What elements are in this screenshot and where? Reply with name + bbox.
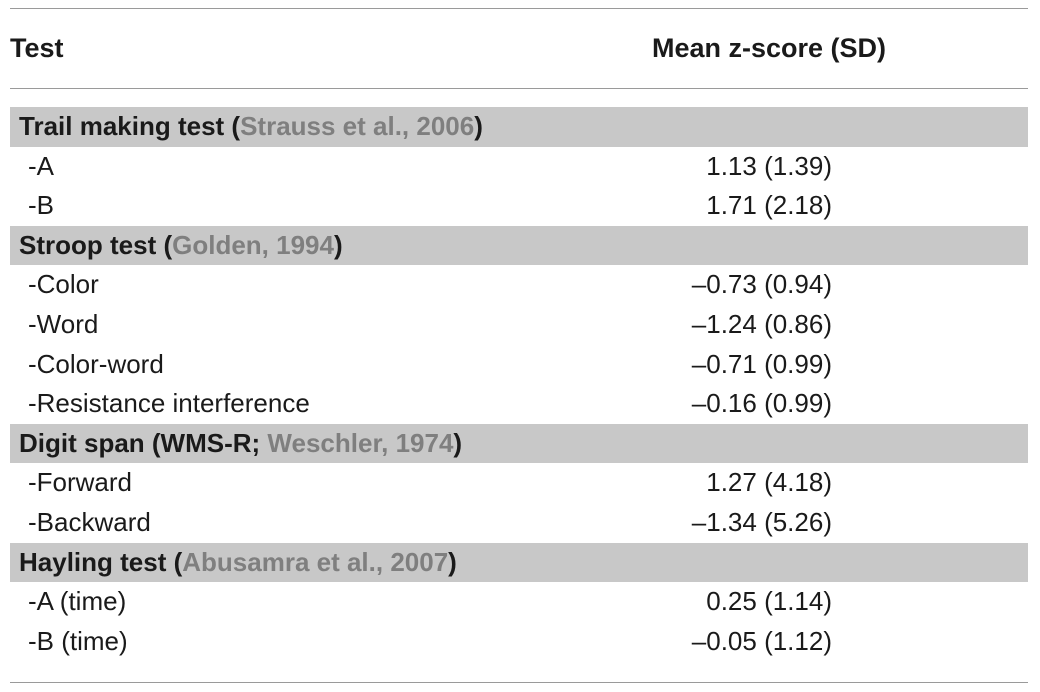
- group-name-close: ): [474, 111, 483, 141]
- group-label: Hayling test (Abusamra et al., 2007): [19, 543, 457, 583]
- table-bottom-rule: [10, 682, 1028, 683]
- group-name: Digit span (WMS-R;: [19, 427, 268, 458]
- group-label: Trail making test (Strauss et al., 2006): [19, 107, 483, 147]
- row-label: -B: [28, 190, 54, 221]
- table-header: Test Mean z-score (SD): [10, 28, 1028, 68]
- table-row: -B (time) –0.05 (1.12): [10, 622, 1028, 662]
- row-value: –0.16 (0.99): [691, 388, 832, 419]
- table-row: -Color-word –0.71 (0.99): [10, 345, 1028, 385]
- row-value: 1.13 (1.39): [706, 150, 832, 181]
- group-name-close: ): [333, 229, 343, 260]
- row-value: 1.71 (2.18): [706, 190, 832, 221]
- row-label: -B (time): [28, 625, 128, 656]
- group-name-close: ): [453, 427, 463, 458]
- table-row: -A (time) 0.25 (1.14): [10, 582, 1028, 622]
- group-label: Stroop test (Golden, 1994): [19, 226, 343, 266]
- group-row-trail-making: Trail making test (Strauss et al., 2006): [10, 107, 1028, 147]
- group-row-hayling: Hayling test (Abusamra et al., 2007): [10, 542, 1028, 583]
- table-row: -A 1.13 (1.39): [10, 147, 1028, 187]
- table-top-rule: [10, 8, 1028, 9]
- citation-link[interactable]: Weschler, 1974: [267, 427, 454, 458]
- group-name-close: ): [448, 546, 457, 577]
- header-test: Test: [10, 33, 64, 63]
- group-name: Trail making test (: [19, 111, 241, 141]
- header-score: Mean z-score (SD): [652, 33, 887, 63]
- citation-link[interactable]: Abusamra et al., 2007: [182, 546, 449, 577]
- table-row: -Forward 1.27 (4.18): [10, 463, 1028, 503]
- group-label: Digit span (WMS-R; Weschler, 1974): [19, 424, 462, 464]
- table-row: -Word –1.24 (0.86): [10, 305, 1028, 345]
- row-value: –1.24 (0.86): [691, 308, 832, 339]
- row-value: 0.25 (1.14): [706, 586, 832, 617]
- group-row-digit-span: Digit span (WMS-R; Weschler, 1974): [10, 423, 1028, 464]
- table-row: -Color –0.73 (0.94): [10, 265, 1028, 305]
- row-label: -Backward: [28, 506, 151, 537]
- table-row: -Resistance interference –0.16 (0.99): [10, 384, 1028, 424]
- row-label: -A: [28, 150, 54, 181]
- row-value: –0.71 (0.99): [691, 348, 832, 379]
- row-value: –0.05 (1.12): [691, 625, 832, 656]
- group-name: Hayling test (: [19, 546, 183, 577]
- table-body: Trail making test (Strauss et al., 2006)…: [10, 107, 1028, 661]
- table-row: -B 1.71 (2.18): [10, 186, 1028, 226]
- table-header-rule: [10, 88, 1028, 89]
- group-name: Stroop test (: [19, 229, 173, 260]
- row-label: -A (time): [28, 586, 127, 617]
- citation-link[interactable]: Golden, 1994: [172, 229, 334, 260]
- group-row-stroop: Stroop test (Golden, 1994): [10, 225, 1028, 266]
- row-value: –0.73 (0.94): [691, 269, 832, 300]
- row-label: -Forward: [28, 467, 133, 498]
- row-value: –1.34 (5.26): [691, 506, 832, 537]
- row-label: -Color-word: [28, 348, 164, 379]
- row-value: 1.27 (4.18): [706, 467, 832, 498]
- row-label: -Resistance interference: [28, 388, 310, 419]
- citation-link[interactable]: Strauss et al., 2006: [240, 111, 475, 141]
- row-label: -Word: [28, 308, 99, 339]
- table-row: -Backward –1.34 (5.26): [10, 503, 1028, 543]
- row-label: -Color: [28, 269, 99, 300]
